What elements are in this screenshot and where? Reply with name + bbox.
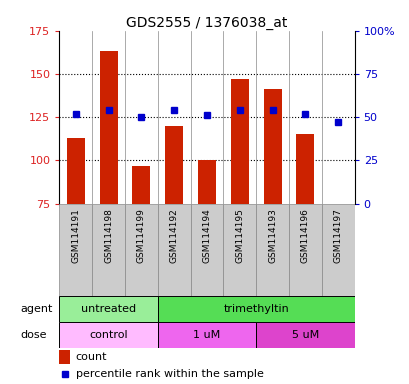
Bar (165, 126, 183, 204)
Bar (296, 134, 314, 204)
Bar (230, 79, 248, 204)
Bar (99, 51, 117, 204)
Bar (288, 204, 321, 296)
Bar (190, 204, 223, 296)
Bar (256, 204, 288, 296)
Bar (132, 166, 150, 204)
Text: GSM114196: GSM114196 (300, 208, 309, 263)
Bar (67, 138, 85, 204)
Bar (157, 322, 256, 348)
Text: count: count (76, 352, 107, 362)
Text: 5 uM: 5 uM (291, 330, 318, 340)
Text: percentile rank within the sample: percentile rank within the sample (76, 369, 263, 379)
Text: 1 uM: 1 uM (193, 330, 220, 340)
Polygon shape (41, 327, 58, 343)
Bar (263, 89, 281, 204)
Bar (223, 204, 256, 296)
Text: GSM114199: GSM114199 (137, 208, 146, 263)
Bar (198, 161, 216, 204)
Bar (157, 296, 354, 322)
Text: GSM114195: GSM114195 (235, 208, 244, 263)
Text: GSM114191: GSM114191 (71, 208, 80, 263)
Text: GSM114192: GSM114192 (169, 208, 178, 263)
Polygon shape (41, 301, 58, 317)
Text: GSM114194: GSM114194 (202, 208, 211, 263)
Bar (92, 204, 125, 296)
Text: control: control (89, 330, 128, 340)
Bar (59, 204, 92, 296)
Bar (321, 204, 354, 296)
Bar (125, 204, 157, 296)
Title: GDS2555 / 1376038_at: GDS2555 / 1376038_at (126, 16, 287, 30)
Text: untreated: untreated (81, 304, 136, 314)
Bar (59, 350, 70, 364)
Bar (59, 322, 157, 348)
Text: GSM114198: GSM114198 (104, 208, 113, 263)
Bar (59, 296, 157, 322)
Text: GSM114193: GSM114193 (267, 208, 276, 263)
Bar (256, 322, 354, 348)
Text: agent: agent (20, 304, 52, 314)
Bar (157, 204, 190, 296)
Text: trimethyltin: trimethyltin (223, 304, 288, 314)
Text: GSM114197: GSM114197 (333, 208, 342, 263)
Text: dose: dose (20, 330, 47, 340)
